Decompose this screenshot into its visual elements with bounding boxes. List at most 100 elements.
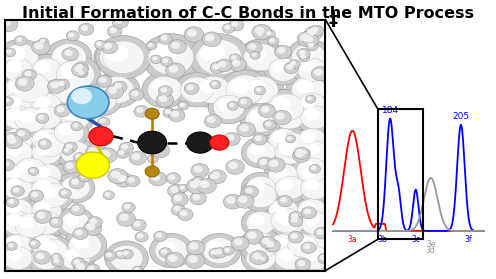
Circle shape (288, 234, 317, 257)
Circle shape (136, 107, 144, 113)
Circle shape (300, 34, 310, 41)
Circle shape (6, 134, 15, 141)
Circle shape (39, 38, 49, 46)
Circle shape (88, 217, 102, 228)
Circle shape (258, 104, 276, 118)
Circle shape (240, 104, 282, 136)
Circle shape (280, 197, 287, 203)
Circle shape (85, 88, 117, 112)
Circle shape (264, 160, 303, 191)
Circle shape (270, 208, 310, 238)
Circle shape (263, 120, 276, 130)
Circle shape (286, 135, 296, 143)
Circle shape (56, 102, 95, 133)
Circle shape (289, 60, 300, 69)
Circle shape (56, 208, 95, 238)
Circle shape (245, 233, 277, 258)
Circle shape (273, 110, 291, 125)
Circle shape (152, 56, 158, 61)
Circle shape (170, 186, 179, 193)
Circle shape (305, 144, 319, 156)
Circle shape (291, 233, 298, 239)
Circle shape (306, 42, 318, 51)
Circle shape (122, 202, 135, 213)
Circle shape (15, 128, 31, 141)
Circle shape (40, 140, 47, 146)
Circle shape (10, 209, 51, 242)
Circle shape (266, 31, 272, 35)
Circle shape (40, 39, 45, 43)
Circle shape (0, 17, 18, 32)
Circle shape (112, 81, 127, 93)
Circle shape (71, 122, 82, 131)
Circle shape (53, 254, 58, 259)
Circle shape (66, 144, 72, 149)
Circle shape (275, 211, 305, 234)
Circle shape (168, 174, 176, 180)
Circle shape (117, 175, 126, 182)
Circle shape (0, 172, 37, 203)
Circle shape (184, 27, 204, 42)
Circle shape (52, 257, 64, 267)
Circle shape (301, 96, 316, 108)
Circle shape (171, 193, 188, 206)
Circle shape (231, 21, 239, 27)
Circle shape (269, 234, 298, 257)
Circle shape (218, 61, 227, 68)
Circle shape (121, 144, 128, 150)
Circle shape (36, 249, 51, 261)
Circle shape (27, 208, 66, 238)
Circle shape (244, 44, 278, 71)
Circle shape (38, 239, 67, 262)
Circle shape (320, 255, 327, 260)
Circle shape (34, 210, 52, 223)
Circle shape (297, 49, 310, 59)
Circle shape (254, 86, 265, 95)
Circle shape (149, 233, 193, 268)
Circle shape (296, 137, 335, 168)
Circle shape (307, 96, 312, 100)
Circle shape (102, 41, 118, 54)
Circle shape (119, 142, 133, 154)
Text: 3a: 3a (348, 235, 357, 244)
Circle shape (7, 202, 22, 213)
Circle shape (247, 232, 257, 239)
Circle shape (305, 26, 323, 40)
Circle shape (66, 31, 79, 41)
Circle shape (61, 247, 90, 270)
Circle shape (215, 249, 222, 254)
Circle shape (284, 62, 299, 74)
Circle shape (114, 249, 131, 261)
Circle shape (0, 208, 37, 238)
Circle shape (103, 191, 115, 200)
Circle shape (279, 144, 294, 156)
Circle shape (117, 211, 135, 226)
Circle shape (248, 236, 265, 249)
Circle shape (105, 241, 148, 275)
Circle shape (0, 159, 14, 171)
Circle shape (163, 108, 176, 117)
Circle shape (131, 219, 146, 231)
Circle shape (263, 239, 277, 249)
Circle shape (159, 95, 168, 102)
Circle shape (181, 77, 213, 103)
Circle shape (151, 174, 160, 181)
Circle shape (127, 177, 135, 183)
Circle shape (266, 158, 285, 172)
Circle shape (56, 137, 95, 168)
Circle shape (224, 133, 240, 146)
Circle shape (299, 50, 306, 55)
Circle shape (296, 243, 335, 273)
Circle shape (209, 248, 222, 258)
Circle shape (107, 26, 122, 37)
Circle shape (159, 241, 176, 254)
Circle shape (302, 150, 307, 154)
Circle shape (243, 186, 258, 198)
Circle shape (71, 179, 79, 185)
Circle shape (52, 253, 62, 261)
Circle shape (10, 104, 51, 136)
Circle shape (272, 129, 313, 161)
Circle shape (73, 101, 84, 109)
Text: 184: 184 (381, 106, 399, 115)
Circle shape (264, 54, 303, 85)
